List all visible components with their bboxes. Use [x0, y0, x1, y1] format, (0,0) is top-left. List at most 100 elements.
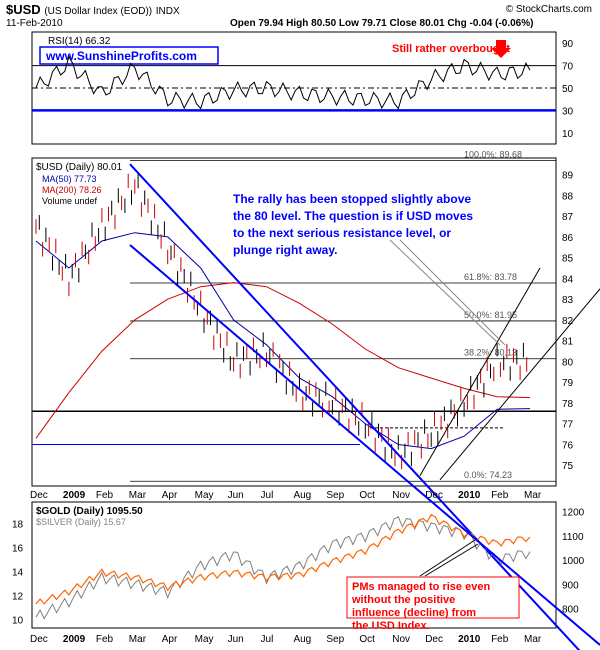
usd-tick-label: 80: [562, 357, 574, 368]
pm-x-tick: Dec: [425, 634, 443, 645]
usd-annotation-line: the 80 level. The question is if USD mov…: [233, 209, 473, 223]
rsi-line: [35, 55, 531, 110]
header-name: (US Dollar Index (EOD)): [44, 6, 153, 17]
pm-annotation-line: without the positive: [351, 594, 455, 606]
usd-x-tick: Nov: [392, 490, 410, 501]
usd-legend-ma50: MA(50) 77.73: [42, 174, 97, 184]
usd-x-tick: Jun: [228, 490, 244, 501]
rsi-tick-label: 70: [562, 62, 574, 73]
usd-x-tick: Dec: [425, 490, 443, 501]
rsi-tick-label: 50: [562, 84, 574, 95]
pm-right-tick: 900: [562, 580, 579, 591]
pm-x-tick: Oct: [359, 634, 375, 645]
usd-x-tick: Aug: [293, 490, 311, 501]
rsi-annotation: Still rather overbought: [392, 43, 510, 55]
rsi-tick-label: 90: [562, 39, 574, 50]
pm-x-tick: 2009: [63, 634, 86, 645]
pm-left-tick: 14: [12, 568, 24, 579]
pm-annotation: PMs managed to rise even without the posi…: [351, 581, 490, 632]
pm-left-tick: 12: [12, 592, 24, 603]
header-title: $USD (US Dollar Index (EOD)) INDX: [6, 2, 180, 17]
channel-line-lower: [439, 288, 600, 481]
usd-tick-label: 76: [562, 440, 574, 451]
fib-label: 61.8%: 83.78: [464, 272, 517, 282]
pm-x-tick: Mar: [129, 634, 147, 645]
usd-x-tick: Jul: [261, 490, 274, 501]
pm-x-tick: Jun: [228, 634, 244, 645]
downtrend-line-extended: [129, 244, 600, 646]
pm-right-tick: 1100: [562, 532, 584, 543]
watermark-text: www.SunshineProfits.com: [45, 49, 197, 63]
channel-line-upper: [419, 267, 541, 476]
usd-tick-label: 81: [562, 337, 574, 348]
usd-tick-label: 84: [562, 274, 574, 285]
usd-x-tick: Sep: [326, 490, 344, 501]
usd-x-tick: 2009: [63, 490, 86, 501]
usd-annotation-line: The rally has been stopped slightly abov…: [233, 192, 471, 206]
usd-tick-label: 79: [562, 378, 574, 389]
pm-pointer: [424, 543, 479, 577]
silver-line: [35, 516, 531, 620]
gold-line: [35, 513, 531, 605]
pm-left-tick: 16: [12, 544, 24, 555]
annotation-pointer: [399, 239, 506, 346]
usd-x-tick: Oct: [359, 490, 375, 501]
pm-x-tick: Jul: [261, 634, 274, 645]
ma200-line: [35, 282, 531, 439]
pm-x-tick: May: [195, 634, 214, 645]
usd-tick-label: 86: [562, 233, 574, 244]
arrow-down-icon: [491, 40, 511, 58]
usd-x-tick: Dec: [30, 490, 48, 501]
annotation-pointer: [389, 239, 501, 346]
stockcharts-brand: © StockCharts.com: [505, 4, 592, 15]
usd-x-tick: Mar: [524, 490, 542, 501]
usd-annotation-line: to the next serious resistance level, or: [233, 226, 451, 240]
rsi-tick-label: 10: [562, 129, 574, 140]
usd-legend-volume: Volume undef: [42, 196, 98, 206]
pm-annotation-line: PMs managed to rise even: [352, 581, 490, 593]
usd-annotation-line: plunge right away.: [233, 243, 337, 257]
pm-annotation-line: influence (decline) from: [352, 607, 476, 619]
pm-x-tick: Apr: [162, 634, 178, 645]
usd-tick-label: 87: [562, 212, 574, 223]
usd-x-tick: Feb: [96, 490, 114, 501]
rsi-title: RSI(14) 66.32: [48, 36, 111, 47]
pm-right-tick: 800: [562, 605, 579, 616]
watermark-box: [39, 46, 219, 65]
usd-tick-label: 75: [562, 461, 574, 472]
fib-label: 100.0%: 89.68: [464, 149, 522, 159]
pm-x-tick: Feb: [491, 634, 509, 645]
usd-x-tick: Apr: [162, 490, 178, 501]
pm-right-tick: 1000: [562, 556, 585, 567]
usd-x-tick: May: [195, 490, 214, 501]
rsi-tick-label: 30: [562, 106, 574, 117]
header-ohlc: Open 79.94 High 80.50 Low 79.71 Close 80…: [230, 18, 534, 29]
usd-tick-label: 83: [562, 295, 574, 306]
usd-tick-label: 78: [562, 399, 574, 410]
fib-label: 0.0%: 74.23: [464, 470, 512, 480]
downtrend-line: [129, 163, 581, 650]
pm-x-tick: Feb: [96, 634, 114, 645]
pm-x-tick: Aug: [293, 634, 311, 645]
silver-legend: $SILVER (Daily) 15.67: [36, 517, 126, 527]
pm-x-tick: 2010: [458, 634, 481, 645]
usd-tick-label: 89: [562, 171, 574, 182]
usd-tick-label: 82: [562, 316, 574, 327]
usd-annotation: The rally has been stopped slightly abov…: [233, 192, 473, 257]
pm-annotation-line: the USD Index.: [352, 620, 430, 632]
pm-x-tick: Nov: [392, 634, 410, 645]
pm-pointer: [419, 539, 476, 577]
usd-x-tick: Mar: [129, 490, 147, 501]
pm-x-tick: Mar: [524, 634, 542, 645]
header-date: 11-Feb-2010: [6, 18, 63, 29]
header-symbol: $USD: [6, 2, 41, 17]
fib-label: 50.0%: 81.95: [464, 310, 517, 320]
header-exchange: INDX: [155, 6, 180, 17]
pm-x-tick: Dec: [30, 634, 48, 645]
usd-x-tick: Feb: [491, 490, 509, 501]
usd-tick-label: 88: [562, 191, 574, 202]
usd-legend-ma200: MA(200) 78.26: [42, 185, 102, 195]
gold-legend: $GOLD (Daily) 1095.50: [36, 506, 143, 517]
